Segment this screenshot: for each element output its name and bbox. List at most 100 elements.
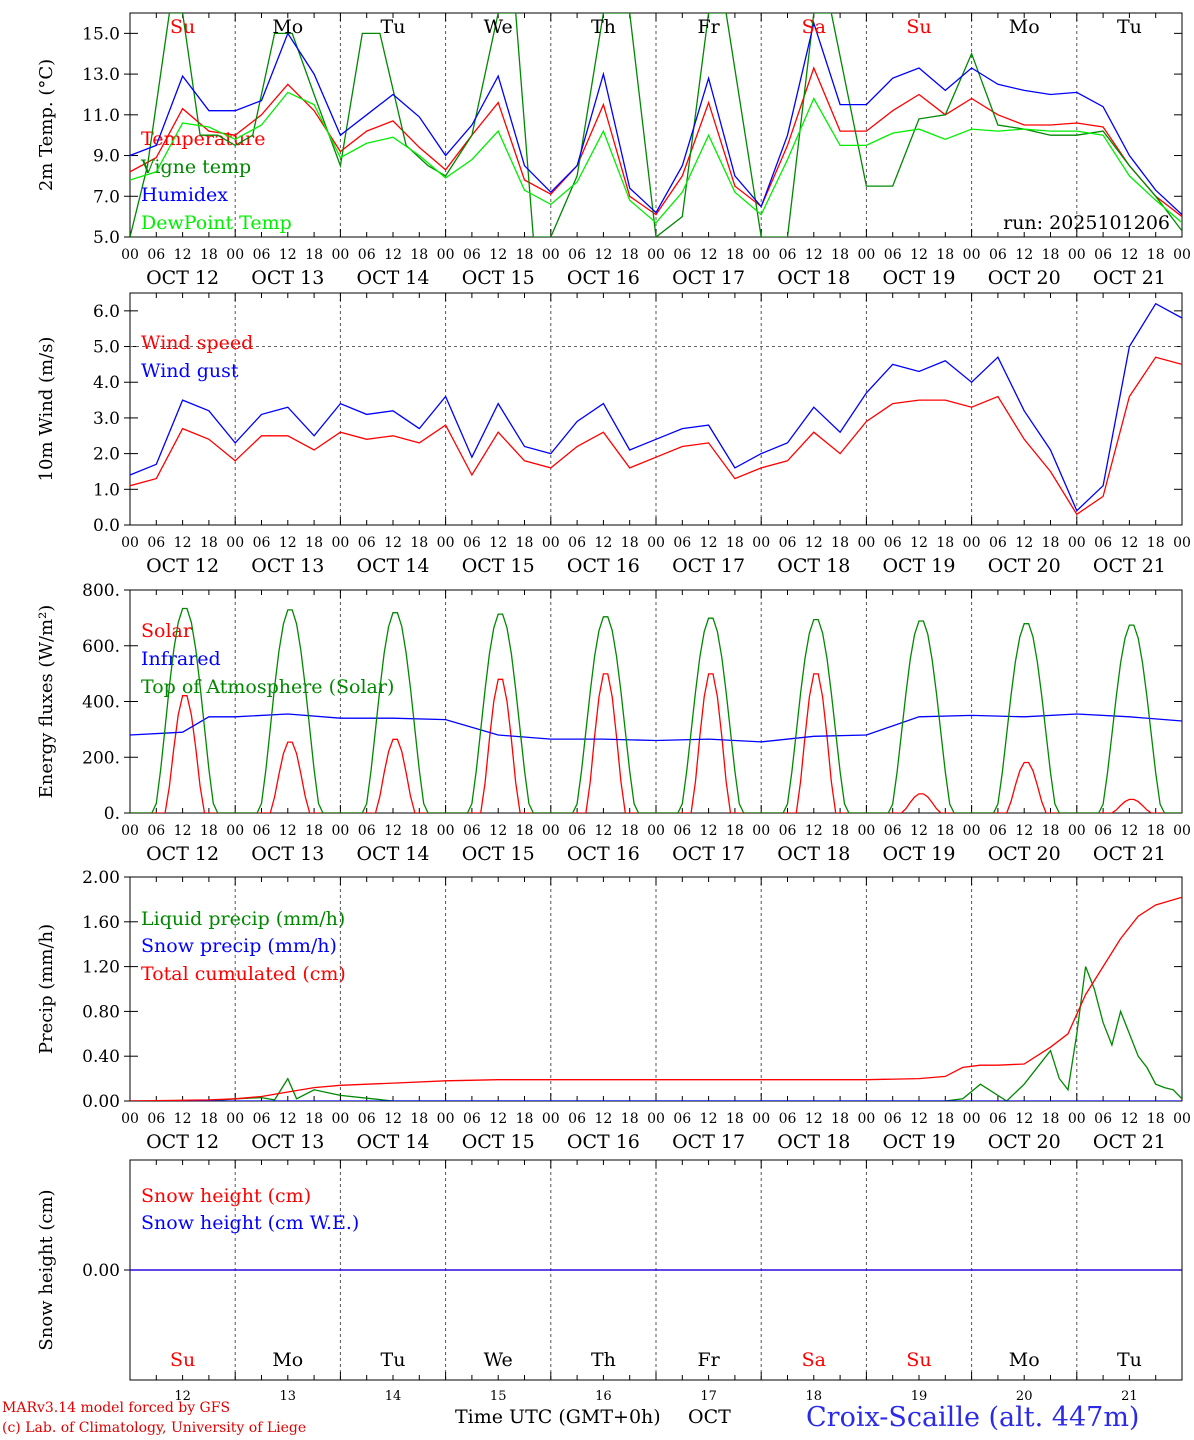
x-hour-label: 12 — [594, 247, 612, 263]
x-hour-label: 12 — [384, 247, 402, 263]
x-hour-label: 18 — [831, 823, 849, 839]
x-hour-label: 12 — [910, 823, 928, 839]
x-hour-label: 06 — [253, 1111, 271, 1127]
x-hour-label: 18 — [200, 247, 218, 263]
x-date-label: OCT 16 — [567, 267, 640, 289]
x-hour-label: 12 — [1120, 1111, 1138, 1127]
series-line-wind-gust — [130, 302, 1182, 512]
x-hour-label: 06 — [1094, 1111, 1112, 1127]
x-date-label: OCT 16 — [567, 843, 640, 865]
y-tick-label: 600. — [82, 637, 120, 657]
x-hour-label: 18 — [936, 1111, 954, 1127]
x-date-label: OCT 17 — [672, 555, 745, 577]
x-day-number: 21 — [1121, 1389, 1138, 1404]
x-hour-label: 12 — [1120, 535, 1138, 551]
x-date-label: OCT 21 — [1093, 1131, 1166, 1153]
x-date-label: OCT 17 — [672, 267, 745, 289]
x-hour-label: 00 — [226, 823, 244, 839]
y-tick-label: 9.0 — [93, 147, 120, 167]
x-hour-label: 18 — [1042, 1111, 1060, 1127]
x-hour-label: 06 — [358, 1111, 376, 1127]
x-hour-label: 06 — [779, 247, 797, 263]
x-hour-label: 06 — [253, 535, 271, 551]
y-tick-label: 0.0 — [93, 516, 120, 536]
x-hour-label: 00 — [226, 535, 244, 551]
legend-entry: Wind gust — [141, 360, 239, 382]
x-hour-label: 06 — [989, 535, 1007, 551]
x-hour-label: 18 — [1147, 823, 1165, 839]
x-hour-label: 00 — [647, 247, 665, 263]
x-date-label: OCT 13 — [251, 555, 324, 577]
x-hour-label: 18 — [305, 1111, 323, 1127]
day-abbr-label: Sa — [802, 1349, 826, 1371]
x-date-label: OCT 18 — [777, 267, 850, 289]
x-hour-label: 06 — [989, 823, 1007, 839]
x-hour-label: 12 — [489, 247, 507, 263]
x-hour-label: 12 — [174, 247, 192, 263]
x-hour-label: 18 — [936, 247, 954, 263]
x-hour-label: 00 — [437, 1111, 455, 1127]
y-tick-label: 2.00 — [82, 868, 120, 888]
x-hour-label: 12 — [279, 535, 297, 551]
x-hour-label: 06 — [463, 1111, 481, 1127]
x-hour-label: 00 — [121, 1111, 139, 1127]
x-hour-label: 12 — [1015, 247, 1033, 263]
x-day-number: 17 — [700, 1389, 717, 1404]
x-hour-label: 06 — [884, 247, 902, 263]
x-date-label: OCT 18 — [777, 1131, 850, 1153]
x-hour-label: 00 — [1173, 1111, 1191, 1127]
y-axis-label: Energy fluxes (W/m²) — [36, 605, 57, 799]
legend-entry: Total cumulated (cm) — [141, 963, 346, 985]
x-hour-label: 06 — [568, 535, 586, 551]
x-hour-label: 00 — [437, 823, 455, 839]
legend-entry: Solar — [141, 620, 193, 642]
legend-entry: Wind speed — [141, 332, 253, 354]
x-hour-label: 18 — [1147, 535, 1165, 551]
day-abbr-label: Fr — [697, 16, 720, 38]
day-abbr-label: Th — [591, 16, 616, 38]
x-hour-label: 06 — [358, 823, 376, 839]
x-date-label: OCT 19 — [882, 1131, 955, 1153]
x-hour-label: 00 — [331, 1111, 349, 1127]
y-tick-label: 800. — [82, 581, 120, 601]
x-hour-label: 06 — [147, 247, 165, 263]
y-tick-label: 0.80 — [82, 1002, 120, 1022]
x-hour-label: 00 — [963, 247, 981, 263]
x-day-number: 12 — [174, 1389, 191, 1404]
x-hour-label: 06 — [989, 1111, 1007, 1127]
x-hour-label: 12 — [384, 535, 402, 551]
x-hour-label: 00 — [121, 535, 139, 551]
x-hour-label: 12 — [384, 823, 402, 839]
series-line-temperature — [130, 66, 1182, 218]
x-hour-label: 00 — [857, 1111, 875, 1127]
x-hour-label: 18 — [1042, 247, 1060, 263]
x-hour-label: 18 — [1147, 1111, 1165, 1127]
x-date-label: OCT 17 — [672, 1131, 745, 1153]
day-abbr-label: Sa — [802, 16, 826, 38]
x-hour-label: 00 — [857, 535, 875, 551]
x-hour-label: 12 — [700, 247, 718, 263]
x-hour-label: 06 — [779, 535, 797, 551]
x-hour-label: 06 — [884, 535, 902, 551]
x-hour-label: 06 — [147, 1111, 165, 1127]
model-credit-line2: (c) Lab. of Climatology, University of L… — [2, 1420, 307, 1436]
legend-entry: Humidex — [141, 184, 228, 206]
x-hour-label: 00 — [331, 535, 349, 551]
x-day-number: 16 — [595, 1389, 612, 1404]
x-date-label: OCT 21 — [1093, 267, 1166, 289]
x-hour-label: 12 — [1120, 823, 1138, 839]
x-hour-label: 06 — [358, 535, 376, 551]
x-hour-label: 06 — [989, 247, 1007, 263]
x-hour-label: 06 — [673, 1111, 691, 1127]
x-hour-label: 18 — [831, 535, 849, 551]
x-hour-label: 00 — [226, 247, 244, 263]
run-label: run: 2025101206 — [1003, 212, 1170, 234]
x-hour-label: 18 — [200, 1111, 218, 1127]
x-hour-label: 00 — [752, 535, 770, 551]
x-hour-label: 12 — [174, 823, 192, 839]
x-hour-label: 12 — [1015, 823, 1033, 839]
y-tick-label: 1.60 — [82, 913, 120, 933]
day-abbr-label: We — [484, 1349, 513, 1371]
x-hour-label: 00 — [752, 247, 770, 263]
y-axis-label: Precip (mm/h) — [36, 924, 57, 1054]
